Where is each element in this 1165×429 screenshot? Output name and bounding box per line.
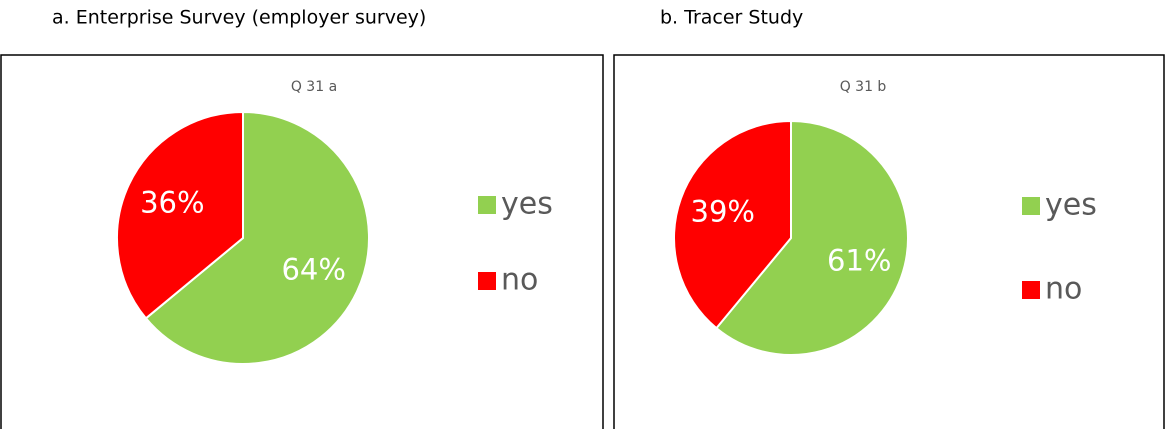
value-label: 39%	[691, 194, 755, 228]
legend-swatch	[1022, 281, 1040, 299]
chart-title: Q 31 a	[291, 79, 337, 95]
pie-slice	[673, 119, 792, 330]
pie-slice	[116, 110, 244, 320]
legend-swatch	[478, 196, 496, 214]
legend-label: yes	[1045, 188, 1097, 223]
value-label: 36%	[140, 186, 204, 220]
legend-label: no	[1045, 272, 1082, 307]
pie-slice	[715, 119, 909, 356]
value-label: 61%	[827, 244, 891, 278]
value-label: 64%	[281, 252, 345, 286]
legend-swatch	[1022, 197, 1040, 215]
caption: b. Tracer Study	[660, 7, 803, 29]
legend-label: yes	[501, 187, 553, 222]
chart-frame	[613, 54, 1165, 429]
legend-label: no	[501, 263, 538, 298]
pie-slice	[144, 110, 370, 365]
chart-frame	[0, 54, 604, 429]
caption: a. Enterprise Survey (employer survey)	[52, 7, 426, 29]
legend-swatch	[478, 272, 496, 290]
chart-title: Q 31 b	[840, 79, 887, 95]
